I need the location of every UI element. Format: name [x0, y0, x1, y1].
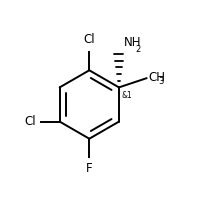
Text: Cl: Cl: [24, 115, 36, 128]
Text: 3: 3: [158, 77, 164, 86]
Text: F: F: [86, 162, 93, 175]
Text: CH: CH: [148, 71, 165, 84]
Text: 2: 2: [135, 45, 140, 54]
Text: NH: NH: [124, 37, 141, 50]
Text: &1: &1: [121, 91, 132, 100]
Text: Cl: Cl: [83, 33, 95, 46]
